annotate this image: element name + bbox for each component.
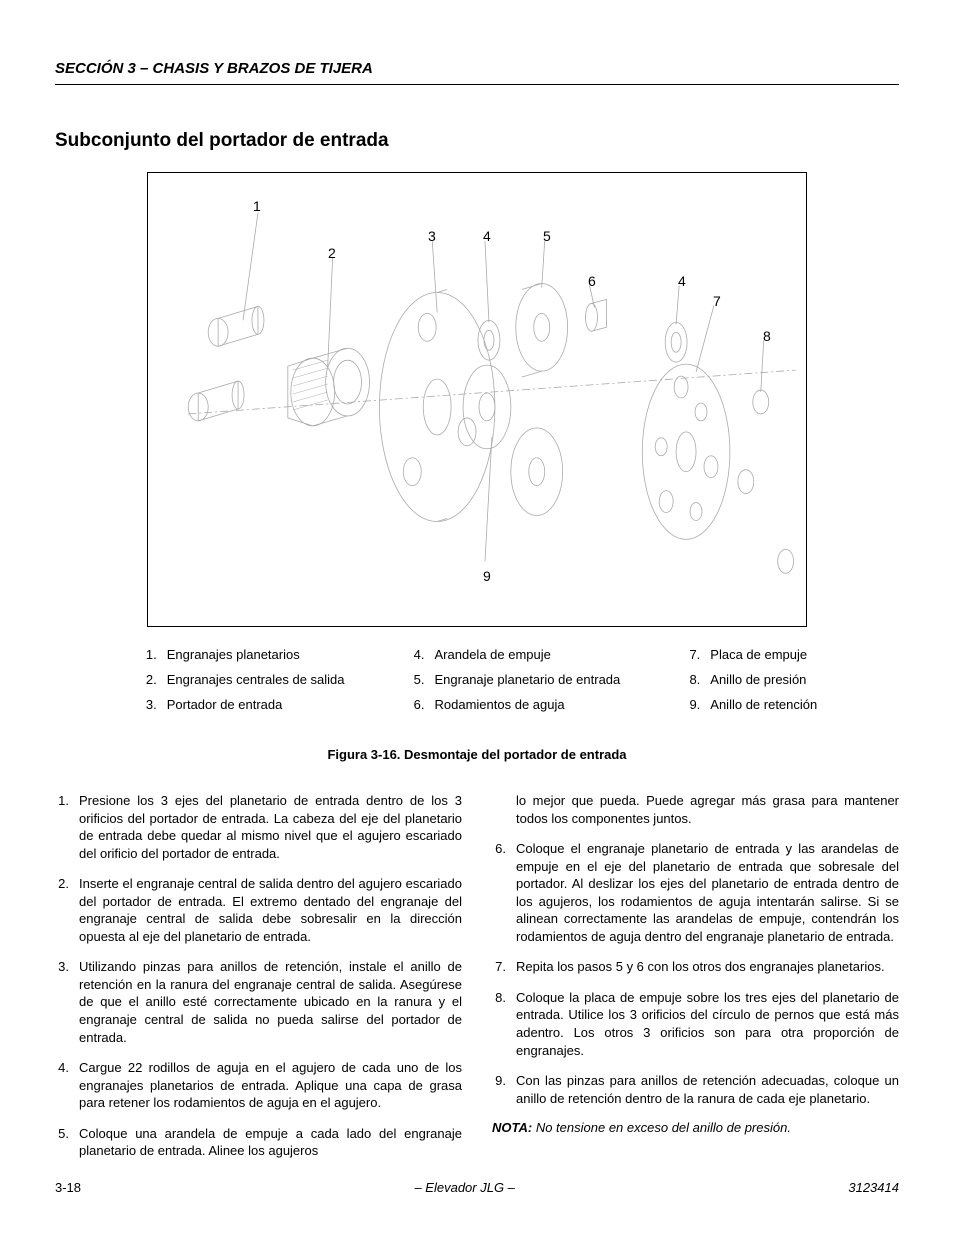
- callout-number: 9: [483, 568, 491, 584]
- instruction-step: 4.Cargue 22 rodillos de aguja en el aguj…: [55, 1059, 462, 1112]
- instruction-step: 7.Repita los pasos 5 y 6 con los otros d…: [492, 958, 899, 976]
- step-number: 7.: [492, 958, 516, 976]
- legend-number: 3.: [137, 697, 157, 712]
- footer-page-number: 3-18: [55, 1180, 81, 1195]
- legend-item: 5. Engranaje planetario de entrada: [405, 672, 621, 687]
- legend-text: Engranajes centrales de salida: [167, 672, 345, 687]
- instruction-step: 8.Coloque la placa de empuje sobre los t…: [492, 989, 899, 1059]
- note-block: NOTA: No tensione en exceso del anillo d…: [492, 1120, 899, 1135]
- step-number: 8.: [492, 989, 516, 1059]
- legend-text: Rodamientos de aguja: [435, 697, 565, 712]
- legend-item: 6. Rodamientos de aguja: [405, 697, 621, 712]
- callout-number: 2: [328, 245, 336, 261]
- legend-text: Engranaje planetario de entrada: [435, 672, 621, 687]
- continuation-text: lo mejor que pueda. Puede agregar más gr…: [492, 792, 899, 827]
- step-number: 3.: [55, 958, 79, 1046]
- note-label: NOTA:: [492, 1120, 532, 1135]
- callout-number: 7: [713, 293, 721, 309]
- step-number: 2.: [55, 875, 79, 945]
- instruction-step: 2.Inserte el engranaje central de salida…: [55, 875, 462, 945]
- legend-text: Anillo de presión: [710, 672, 806, 687]
- figure-diagram-box: 1 2 3 4 5 6 4 7 8 9: [147, 172, 807, 627]
- legend-item: 7. Placa de empuje: [680, 647, 817, 662]
- legend-column: 4. Arandela de empuje 5. Engranaje planetar…: [405, 647, 621, 722]
- callout-number: 4: [678, 273, 686, 289]
- footer-center-text: – Elevador JLG –: [414, 1180, 514, 1195]
- step-text: Coloque la placa de empuje sobre los tre…: [516, 989, 899, 1059]
- legend-column: 7. Placa de empuje 8. Anillo de presión 9. An…: [680, 647, 817, 722]
- note-text-content: No tensione en exceso del anillo de pres…: [536, 1120, 791, 1135]
- legend-text: Engranajes planetarios: [167, 647, 300, 662]
- callout-number: 5: [543, 228, 551, 244]
- callout-number: 1: [253, 198, 261, 214]
- callout-number: 3: [428, 228, 436, 244]
- legend-item: 8. Anillo de presión: [680, 672, 817, 687]
- legend-container: 1. Engranajes planetarios 2. Engranajes cen…: [55, 647, 899, 722]
- legend-item: 1. Engranajes planetarios: [137, 647, 345, 662]
- instruction-step: 5.Coloque una arandela de empuje a cada …: [55, 1125, 462, 1160]
- section-title: SECCIÓN 3 – CHASIS Y BRAZOS DE TIJERA: [55, 60, 373, 77]
- step-text: Coloque el engranaje planetario de entra…: [516, 840, 899, 945]
- legend-number: 8.: [680, 672, 700, 687]
- legend-item: 4. Arandela de empuje: [405, 647, 621, 662]
- step-text: Repita los pasos 5 y 6 con los otros dos…: [516, 958, 899, 976]
- callout-number: 8: [763, 328, 771, 344]
- legend-number: 1.: [137, 647, 157, 662]
- legend-item: 9. Anillo de retención: [680, 697, 817, 712]
- step-text: Utilizando pinzas para anillos de retenc…: [79, 958, 462, 1046]
- instruction-step: 9.Con las pinzas para anillos de retenci…: [492, 1072, 899, 1107]
- left-column: 1.Presione los 3 ejes del planetario de …: [55, 792, 462, 1173]
- page-header: SECCIÓN 3 – CHASIS Y BRAZOS DE TIJERA: [55, 60, 899, 85]
- callout-number: 6: [588, 273, 596, 289]
- step-number: 4.: [55, 1059, 79, 1112]
- legend-item: 3. Portador de entrada: [137, 697, 345, 712]
- callout-number: 4: [483, 228, 491, 244]
- step-text: Cargue 22 rodillos de aguja en el agujer…: [79, 1059, 462, 1112]
- page-footer: 3-18 – Elevador JLG – 3123414: [55, 1180, 899, 1195]
- legend-number: 7.: [680, 647, 700, 662]
- instruction-step: 6.Coloque el engranaje planetario de ent…: [492, 840, 899, 945]
- step-text: Coloque una arandela de empuje a cada la…: [79, 1125, 462, 1160]
- exploded-diagram-svg: [148, 173, 806, 626]
- legend-number: 9.: [680, 697, 700, 712]
- legend-text: Arandela de empuje: [435, 647, 551, 662]
- legend-number: 2.: [137, 672, 157, 687]
- legend-text: Placa de empuje: [710, 647, 807, 662]
- step-text: Presione los 3 ejes del planetario de en…: [79, 792, 462, 862]
- content-columns: 1.Presione los 3 ejes del planetario de …: [55, 792, 899, 1173]
- legend-number: 4.: [405, 647, 425, 662]
- right-column: lo mejor que pueda. Puede agregar más gr…: [492, 792, 899, 1173]
- legend-number: 6.: [405, 697, 425, 712]
- legend-item: 2. Engranajes centrales de salida: [137, 672, 345, 687]
- legend-column: 1. Engranajes planetarios 2. Engranajes cen…: [137, 647, 345, 722]
- legend-number: 5.: [405, 672, 425, 687]
- step-number: 6.: [492, 840, 516, 945]
- step-number: 5.: [55, 1125, 79, 1160]
- step-number: 9.: [492, 1072, 516, 1107]
- step-text: Con las pinzas para anillos de retención…: [516, 1072, 899, 1107]
- figure-caption: Figura 3-16. Desmontaje del portador de …: [55, 747, 899, 762]
- instruction-step: 1.Presione los 3 ejes del planetario de …: [55, 792, 462, 862]
- instruction-step: 3.Utilizando pinzas para anillos de rete…: [55, 958, 462, 1046]
- footer-document-number: 3123414: [848, 1180, 899, 1195]
- step-text: Inserte el engranaje central de salida d…: [79, 875, 462, 945]
- legend-text: Anillo de retención: [710, 697, 817, 712]
- legend-text: Portador de entrada: [167, 697, 283, 712]
- step-number: 1.: [55, 792, 79, 862]
- page-subtitle: Subconjunto del portador de entrada: [55, 130, 899, 152]
